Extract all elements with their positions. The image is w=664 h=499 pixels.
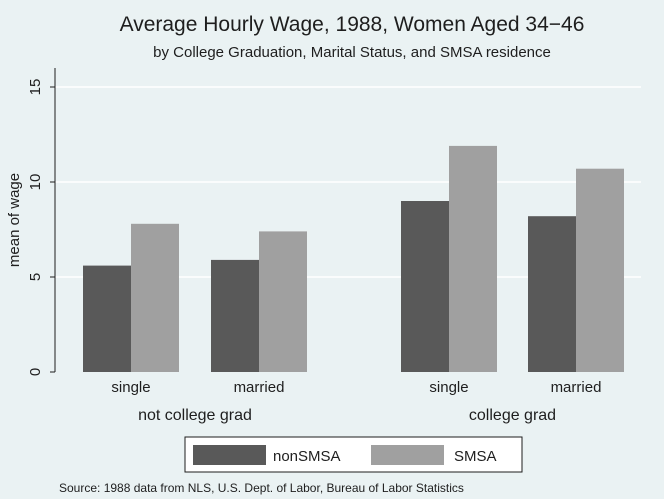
bar-college-grad-single-nonsmsa bbox=[401, 201, 449, 372]
source-note: Source: 1988 data from NLS, U.S. Dept. o… bbox=[59, 481, 464, 495]
chart-title: Average Hourly Wage, 1988, Women Aged 34… bbox=[120, 13, 585, 36]
bar-not-college-grad-single-smsa bbox=[131, 223, 179, 372]
y-tick-label-5: 5 bbox=[27, 273, 44, 281]
bar-not-college-grad-married-nonsmsa bbox=[211, 259, 259, 372]
y-axis-label: mean of wage bbox=[6, 173, 23, 267]
bar-college-grad-single-smsa bbox=[449, 145, 497, 372]
y-tick-label-15: 15 bbox=[27, 79, 44, 96]
category-label-college-grad-single: single bbox=[429, 379, 468, 396]
bar-college-grad-married-smsa bbox=[576, 168, 624, 372]
y-ticks: 0 5 10 15 bbox=[27, 79, 55, 376]
bars bbox=[83, 145, 624, 372]
group-labels: not college grad college grad bbox=[138, 407, 556, 424]
y-tick-label-0: 0 bbox=[27, 368, 44, 376]
legend-label-nonSMSA: nonSMSA bbox=[273, 448, 341, 465]
group-label-not-college-grad: not college grad bbox=[138, 407, 252, 424]
bar-college-grad-married-nonsmsa bbox=[528, 216, 576, 372]
legend-swatch-nonSMSA bbox=[193, 445, 266, 465]
category-label-not-college-grad-married: married bbox=[234, 379, 285, 396]
category-label-college-grad-married: married bbox=[551, 379, 602, 396]
category-label-not-college-grad-single: single bbox=[111, 379, 150, 396]
legend-label-SMSA: SMSA bbox=[454, 448, 497, 465]
bar-not-college-grad-married-smsa bbox=[259, 231, 307, 372]
group-label-college-grad: college grad bbox=[469, 407, 556, 424]
category-labels: single married single married bbox=[111, 379, 601, 396]
legend-swatch-SMSA bbox=[371, 445, 444, 465]
y-tick-label-10: 10 bbox=[27, 174, 44, 191]
bar-not-college-grad-single-nonsmsa bbox=[83, 265, 131, 372]
legend: nonSMSA SMSA bbox=[184, 436, 523, 473]
chart-subtitle: by College Graduation, Marital Status, a… bbox=[153, 44, 551, 61]
